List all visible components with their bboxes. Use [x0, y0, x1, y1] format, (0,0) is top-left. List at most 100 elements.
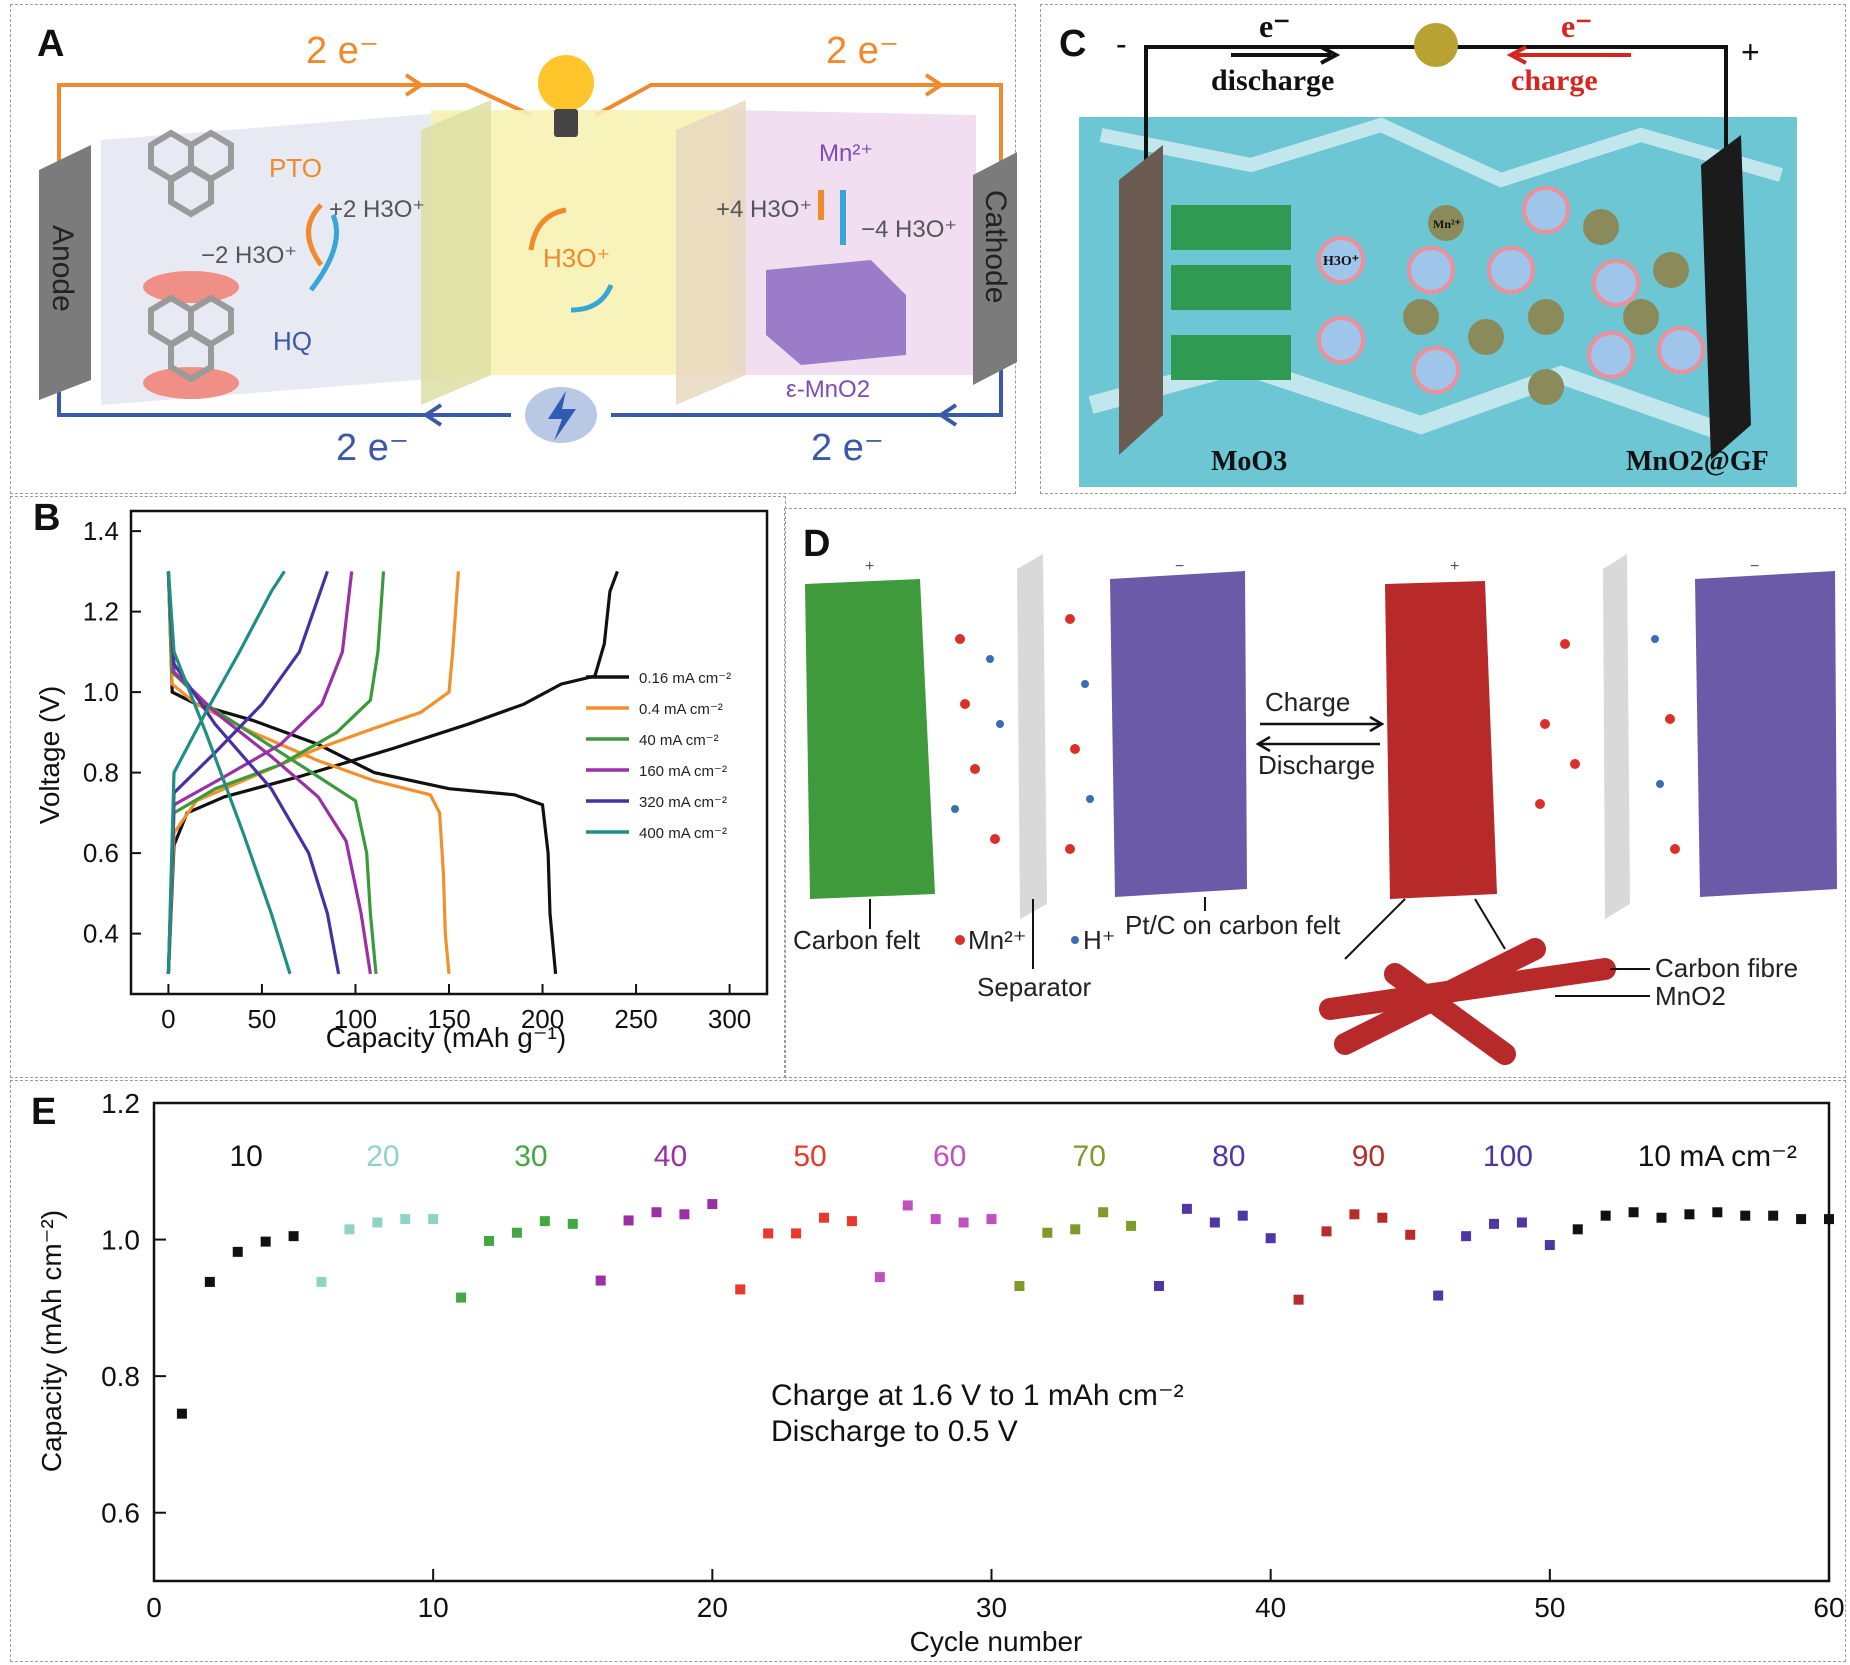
- bottom-arrow-right: [937, 403, 958, 427]
- panel-b-legend-label: 0.4 mA cm⁻²: [639, 701, 723, 718]
- minus-sign-right: −: [1750, 558, 1759, 575]
- ion-dots-right: [1535, 635, 1680, 854]
- panel-b-series-discharge: [166, 571, 292, 975]
- panel-b: B Capacity (mAh g⁻¹) Voltage (V) 0 50 100 1…: [10, 496, 786, 1078]
- panel-b-xtick-label: 300: [708, 1004, 751, 1034]
- panel-e-xtick-label: 10: [418, 1592, 449, 1623]
- ptc-felt-right: [1695, 571, 1837, 897]
- plus-sign-left: +: [865, 558, 874, 575]
- panel-e-point: [679, 1209, 690, 1220]
- panel-b-ytick-label: 1.2: [83, 597, 119, 627]
- carbon-felt-left: [805, 579, 935, 899]
- panel-d-diagram: + − + − Carbon felt Mn²⁺ H⁺ Separator Pt…: [793, 554, 1837, 1065]
- middle-curved-arrow-orange: [528, 207, 567, 251]
- minus-4h3o-label: −4 H3O⁺: [861, 216, 957, 243]
- panel-b-series-charge: [166, 571, 386, 974]
- panel-e-group-label: 100: [1483, 1140, 1533, 1173]
- panel-e-group-label: 50: [793, 1140, 826, 1173]
- top-arrow-left: [404, 73, 425, 97]
- panel-b-series-discharge: [166, 571, 451, 975]
- panel-e-point: [819, 1212, 829, 1223]
- panel-e-point: [1824, 1214, 1834, 1225]
- panel-d-label: D: [803, 523, 831, 565]
- panel-e-group-label: 60: [933, 1140, 966, 1173]
- minus-2h3o-label: −2 H3O⁺: [201, 242, 297, 269]
- panel-e-point: [846, 1216, 857, 1227]
- panel-e-group-label: 30: [514, 1140, 547, 1173]
- panel-e-point: [1600, 1210, 1611, 1221]
- separator-left: [1017, 554, 1047, 919]
- panel-e-chart: Cycle number Capacity (mAh cm⁻²) Charge …: [36, 1088, 1845, 1657]
- panel-e-point: [1070, 1224, 1081, 1235]
- panel-e-ytick-label: 0.6: [101, 1498, 140, 1529]
- panel-e-group-label: 10 mA cm⁻²: [1638, 1140, 1797, 1173]
- moo3-electrode: [1119, 145, 1163, 455]
- panel-b-ytick-label: 0.8: [83, 758, 119, 788]
- charge-label: charge: [1511, 64, 1598, 97]
- panel-e-annotation-line1: Charge at 1.6 V to 1 mAh cm⁻²: [771, 1379, 1184, 1412]
- panel-e-label: E: [31, 1091, 57, 1133]
- panel-a-diagram: 2 e⁻ 2 e⁻ 2 e⁻ 2 e⁻ Anode Cathode PTO HQ…: [39, 30, 1017, 469]
- panel-b-ytick-label: 1.0: [83, 677, 119, 707]
- panel-e-xtick-label: 50: [1534, 1592, 1565, 1623]
- electron-label-left: e⁻: [1259, 8, 1290, 44]
- panel-e-point: [986, 1214, 997, 1225]
- anode-curved-arrow-orange: [306, 203, 324, 267]
- panel-b-xlabel: Capacity (mAh g⁻¹): [326, 1022, 566, 1053]
- discharge-label: discharge: [1211, 64, 1334, 97]
- panel-d: D: [784, 508, 1846, 1078]
- panel-c-label: C: [1059, 23, 1087, 65]
- panel-e-point: [511, 1227, 522, 1238]
- panel-e-point: [567, 1218, 578, 1229]
- panel-e-point: [735, 1284, 746, 1295]
- carbon-felt-right: [1385, 581, 1497, 899]
- electrolyte-compartment: [431, 110, 731, 375]
- panel-e-point: [1628, 1207, 1639, 1218]
- panel-b-ytick-label: 0.4: [83, 919, 119, 949]
- panel-b-series-charge: [166, 570, 329, 974]
- panel-e-point: [316, 1276, 327, 1287]
- panel-e-point: [400, 1214, 411, 1225]
- charge-label: Charge: [1265, 687, 1350, 717]
- panel-e-point: [1405, 1229, 1416, 1240]
- panel-e-point: [428, 1214, 439, 1225]
- panel-b-series-discharge: [166, 571, 372, 975]
- panel-b-series-charge: [166, 571, 460, 974]
- panel-e-point: [902, 1200, 913, 1211]
- panel-b-legend-label: 320 mA cm⁻²: [639, 794, 727, 811]
- panel-e-plot-frame: [152, 1101, 1831, 1583]
- panel-e-point: [204, 1276, 215, 1287]
- mno2-crystal-icon: [766, 260, 906, 365]
- panel-e-group-label: 40: [654, 1140, 687, 1173]
- h3o-ion-label: H3O⁺: [1323, 254, 1359, 269]
- panel-e-xtick-label: 60: [1813, 1592, 1844, 1623]
- panel-e-point: [456, 1292, 467, 1303]
- panel-e-point: [1656, 1212, 1667, 1223]
- bulb-base: [554, 109, 578, 137]
- panel-e-point: [1768, 1210, 1779, 1221]
- panel-e-point: [707, 1199, 718, 1210]
- panel-e-point: [288, 1231, 299, 1242]
- panel-e-point: [1349, 1209, 1360, 1220]
- bottom-arrow-left: [422, 403, 443, 427]
- panel-e-point: [1433, 1290, 1444, 1301]
- panel-e-xtick-label: 30: [976, 1592, 1007, 1623]
- panel-e-point: [1572, 1224, 1583, 1235]
- mno2-label: ε-MnO2: [786, 376, 870, 403]
- panel-e-point: [930, 1214, 941, 1225]
- panel-e-ytick-label: 1.2: [101, 1088, 140, 1119]
- ptc-label: Pt/C on carbon felt: [1125, 910, 1341, 940]
- panel-e-point: [1516, 1217, 1527, 1228]
- panel-e-group-label: 80: [1212, 1140, 1245, 1173]
- electron-label-bottom-left: 2 e⁻: [336, 427, 409, 469]
- fan-icon: [1414, 23, 1458, 67]
- panel-a: A: [10, 4, 1017, 494]
- panel-e-xtick-label: 20: [697, 1592, 728, 1623]
- pto-label: PTO: [269, 153, 322, 183]
- panel-b-xtick-label: 50: [247, 1004, 276, 1034]
- panel-e-xlabel: Cycle number: [910, 1626, 1083, 1657]
- plus-2h3o-label: +2 H3O⁺: [329, 196, 425, 223]
- panel-e-point: [176, 1408, 187, 1419]
- mno2gf-label: MnO2@GF: [1626, 446, 1769, 477]
- panel-c-diagram: - + e⁻ e⁻ discharge charge MoO3 MnO2@GF …: [1079, 8, 1797, 487]
